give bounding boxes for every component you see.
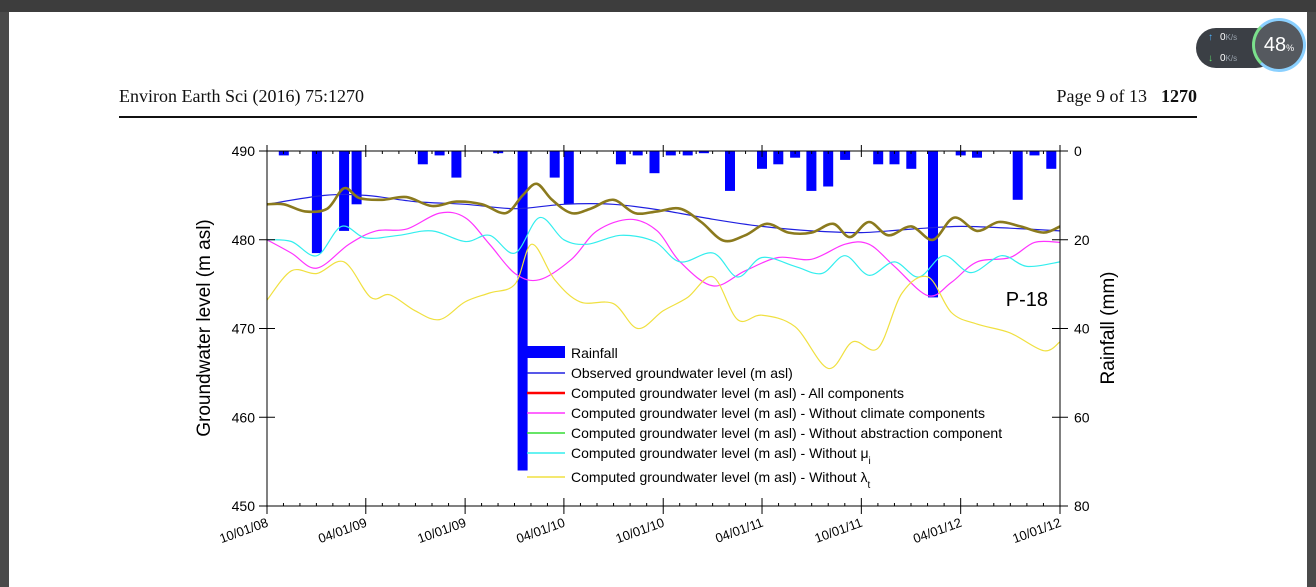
rainfall-bar: [725, 151, 735, 191]
rainfall-bar: [1012, 151, 1023, 200]
rainfall-bar: [928, 151, 938, 298]
legend-label: Computed groundwater level (m asl) - Wit…: [571, 469, 870, 491]
legend-subscript: t: [867, 480, 870, 491]
header-rule: [119, 116, 1197, 118]
rainfall-bar: [417, 151, 428, 165]
rainfall-bar: [1046, 151, 1057, 169]
x-tick-label: 04/01/12: [911, 515, 964, 546]
rainfall-bar: [906, 151, 917, 169]
page-indicator: Page 9 of 13 1270: [1057, 86, 1197, 107]
rainfall-bar: [339, 151, 350, 231]
x-tick-label: 10/01/08: [217, 515, 270, 546]
legend-label: Computed groundwater level (m asl) - All…: [571, 385, 904, 401]
y2-axis-label: Rainfall (mm): [1098, 272, 1119, 385]
series-line-1: [266, 182, 1061, 243]
rainfall-bar: [632, 151, 643, 156]
legend-label: Observed groundwater level (m asl): [571, 365, 793, 381]
rainfall-bar: [665, 151, 676, 156]
upload-speed: ↑ 0K/s: [1208, 32, 1237, 43]
series-line-3: [266, 216, 1061, 278]
pdf-page: Environ Earth Sci (2016) 75:1270 Page 9 …: [9, 12, 1307, 587]
legend-label: Computed groundwater level (m asl) - Wit…: [571, 445, 871, 467]
rainfall-bar: [434, 151, 445, 156]
rainfall-bar: [563, 151, 574, 205]
page-number-text: Page 9 of 13: [1056, 86, 1147, 106]
percent-sign: %: [1286, 43, 1295, 53]
download-arrow-icon: ↓: [1208, 53, 1213, 64]
x-tick-label: 04/01/09: [316, 515, 369, 546]
download-value: 0: [1220, 53, 1226, 64]
rainfall-bar: [972, 151, 982, 158]
legend-subscript: i: [869, 456, 871, 467]
upload-arrow-icon: ↑: [1208, 32, 1213, 43]
rainfall-bar: [549, 151, 560, 178]
rainfall-bar: [790, 151, 801, 158]
y-tick-label: 480: [232, 232, 256, 248]
legend-swatch-bar: [527, 346, 565, 358]
rainfall-bar: [823, 151, 834, 187]
x-tick-label: 10/01/12: [1010, 515, 1063, 546]
x-tick-label: 10/01/10: [614, 515, 667, 546]
rainfall-bar: [873, 151, 884, 165]
download-unit: K/s: [1225, 54, 1238, 63]
legend-label: Rainfall: [571, 345, 618, 361]
memory-percent-circle[interactable]: 48%: [1252, 18, 1306, 72]
journal-citation: Environ Earth Sci (2016) 75:1270: [119, 86, 364, 106]
series-line-4: [266, 243, 1061, 370]
rainfall-bar: [351, 151, 362, 205]
rainfall-bar: [840, 151, 851, 160]
rainfall-bar: [1029, 151, 1040, 156]
upload-unit: K/s: [1225, 33, 1238, 42]
rainfall-bar: [757, 151, 767, 169]
rainfall-bar: [773, 151, 784, 165]
window-top-bar: [0, 0, 1316, 12]
x-tick-label: 04/01/10: [514, 515, 567, 546]
rainfall-bar: [451, 151, 462, 178]
y2-tick-label: 80: [1074, 498, 1090, 514]
y2-tick-label: 0: [1074, 143, 1082, 159]
legend-label: Computed groundwater level (m asl) - Wit…: [571, 425, 1002, 441]
rainfall-bar: [615, 151, 626, 165]
series-line-2: [266, 211, 1061, 297]
x-tick-label: 10/01/09: [415, 515, 468, 546]
memory-percent: 48: [1263, 34, 1287, 56]
y-tick-label: 470: [232, 321, 256, 337]
y2-tick-label: 20: [1074, 232, 1090, 248]
rainfall-bar: [698, 151, 709, 154]
station-annotation: P-18: [1006, 289, 1048, 311]
upload-value: 0: [1220, 32, 1226, 43]
legend-label: Computed groundwater level (m asl) - Wit…: [571, 405, 985, 421]
article-number: 1270: [1161, 86, 1197, 106]
rainfall-bar: [889, 151, 900, 165]
rainfall-bar: [517, 151, 528, 471]
y-axis-label: Groundwater level (m asl): [194, 219, 215, 437]
y-tick-label: 490: [232, 143, 256, 159]
rainfall-bar: [682, 151, 693, 156]
rainfall-bar: [649, 151, 660, 174]
x-tick-label: 04/01/11: [713, 515, 765, 546]
download-speed: ↓ 0K/s: [1208, 53, 1237, 64]
y2-tick-label: 60: [1074, 409, 1090, 425]
network-speed-widget[interactable]: ↑ 0K/s ↓ 0K/s 48%: [1196, 18, 1312, 78]
x-tick-label: 10/01/11: [813, 515, 865, 546]
y2-tick-label: 40: [1074, 321, 1090, 337]
y-tick-label: 460: [232, 409, 256, 425]
rainfall-bar: [806, 151, 817, 191]
y-tick-label: 450: [232, 498, 256, 514]
rainfall-bar: [311, 151, 322, 254]
